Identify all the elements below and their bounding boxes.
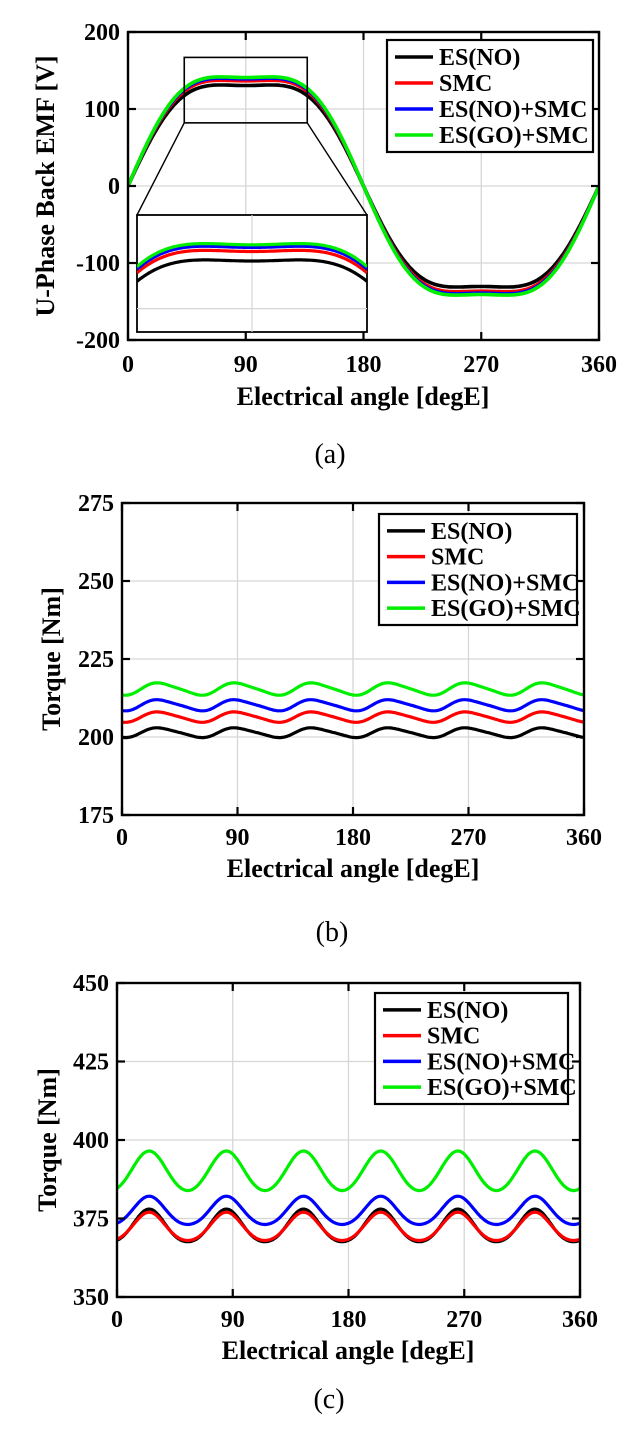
- chart-a: 0 90 180 270 360 200 100 0 -100 -200 ES(NO)SMCES(N…: [0, 0, 635, 480]
- x-tick-label: 180: [346, 352, 382, 378]
- x-tick-label: 90: [234, 352, 258, 378]
- series-line: [128, 75, 599, 297]
- chart-c: 0 90 180 270 360 450 425 400 375 350 ES(NO)SMCES(N…: [0, 960, 635, 1444]
- legend-entry-label: ES(NO): [431, 519, 512, 545]
- inset-connector-left: [136, 122, 185, 216]
- inset-series-line: [137, 248, 367, 275]
- legend-entry-label: SMC: [439, 71, 492, 97]
- legend-entry-label: SMC: [427, 1024, 480, 1050]
- figure-panel-a: 0 90 180 270 360 200 100 0 -100 -200 ES(NO) SMC ES(N…: [0, 0, 635, 480]
- y-tick-label: 200: [78, 725, 114, 751]
- y-tick-label: 250: [78, 569, 114, 595]
- y-axis-label-c: Torque [Nm]: [33, 1068, 62, 1212]
- y-tick-label: 0: [108, 174, 120, 200]
- series-line: [122, 698, 584, 713]
- zoom-source-rect: [183, 56, 309, 124]
- inset-series-line: [137, 244, 367, 271]
- y-tick-label: 375: [73, 1207, 109, 1233]
- y-tick-label: 450: [73, 971, 109, 997]
- x-tick-label: 360: [566, 825, 602, 851]
- legend-entry-label: ES(GO)+SMC: [431, 596, 581, 622]
- y-tick-label: -200: [76, 328, 120, 354]
- y-tick-label: 350: [73, 1285, 109, 1311]
- plot-area-c: 0 90 180 270 360 450 425 400 375 350 ES(NO)SMCES(N…: [73, 971, 598, 1333]
- series-line: [122, 726, 584, 740]
- x-tick-label: 90: [226, 825, 250, 851]
- chart-b: 0 90 180 270 360 275 250 225 200 175 ES(NO)SMCES(N…: [0, 480, 635, 960]
- x-axis-label-b: Electrical angle [degE]: [227, 854, 480, 883]
- caption-a: (a): [314, 439, 345, 470]
- series-line: [122, 710, 584, 724]
- plot-area-a: 0 90 180 270 360 200 100 0 -100 -200 ES(NO)SMCES(N…: [76, 20, 617, 378]
- legend-entry-label: ES(GO)+SMC: [427, 1075, 577, 1101]
- y-tick-label: 175: [78, 803, 114, 829]
- x-tick-label: 0: [116, 825, 128, 851]
- series-line: [117, 1194, 580, 1227]
- x-tick-label: 270: [446, 1307, 482, 1333]
- y-tick-label: 275: [78, 491, 114, 517]
- x-axis-label-c: Electrical angle [degE]: [222, 1336, 475, 1365]
- legend-entry-label: ES(NO): [427, 998, 508, 1024]
- inset-series-line: [137, 242, 367, 268]
- y-tick-label: 400: [73, 1128, 109, 1154]
- series-line: [117, 1149, 580, 1193]
- plot-area-b: 0 90 180 270 360 275 250 225 200 175 ES(NO)SMCES(N…: [78, 491, 602, 851]
- figure-panel-c: 0 90 180 270 360 450 425 400 375 350 ES(NO) SMC ES(N…: [0, 960, 635, 1444]
- series-line: [122, 681, 584, 697]
- caption-b: (b): [316, 917, 349, 948]
- legend-entry-label: ES(GO)+SMC: [439, 123, 589, 149]
- inset-connector-right: [306, 122, 368, 216]
- y-tick-label: 425: [73, 1050, 109, 1076]
- x-axis-label-a: Electrical angle [degE]: [237, 382, 490, 411]
- x-tick-label: 0: [122, 352, 134, 378]
- figure-panel-b: 0 90 180 270 360 275 250 225 200 175 ES(NO) SMC ES(N…: [0, 480, 635, 960]
- legend-entry-label: ES(NO)+SMC: [439, 97, 587, 123]
- y-axis-label-b: Torque [Nm]: [37, 587, 66, 731]
- x-tick-label: 90: [221, 1307, 245, 1333]
- legend-entry-label: ES(NO)+SMC: [431, 570, 579, 596]
- x-tick-label: 180: [335, 825, 371, 851]
- x-tick-label: 0: [111, 1307, 123, 1333]
- x-tick-label: 270: [463, 352, 499, 378]
- y-tick-label: 200: [84, 20, 120, 46]
- inset-series-line: [137, 258, 367, 283]
- caption-c: (c): [313, 1384, 344, 1415]
- x-tick-label: 270: [451, 825, 487, 851]
- legend-entry-label: ES(NO): [439, 45, 520, 71]
- x-tick-label: 180: [331, 1307, 367, 1333]
- y-axis-label-a: U-Phase Back EMF [V]: [31, 55, 60, 316]
- x-tick-label: 360: [562, 1307, 598, 1333]
- series-line: [117, 1210, 580, 1243]
- y-tick-label: -100: [76, 251, 120, 277]
- x-tick-label: 360: [581, 352, 617, 378]
- legend-entry-label: SMC: [431, 545, 484, 571]
- legend-entry-label: ES(NO)+SMC: [427, 1049, 575, 1075]
- y-tick-label: 225: [78, 647, 114, 673]
- y-tick-label: 100: [84, 97, 120, 123]
